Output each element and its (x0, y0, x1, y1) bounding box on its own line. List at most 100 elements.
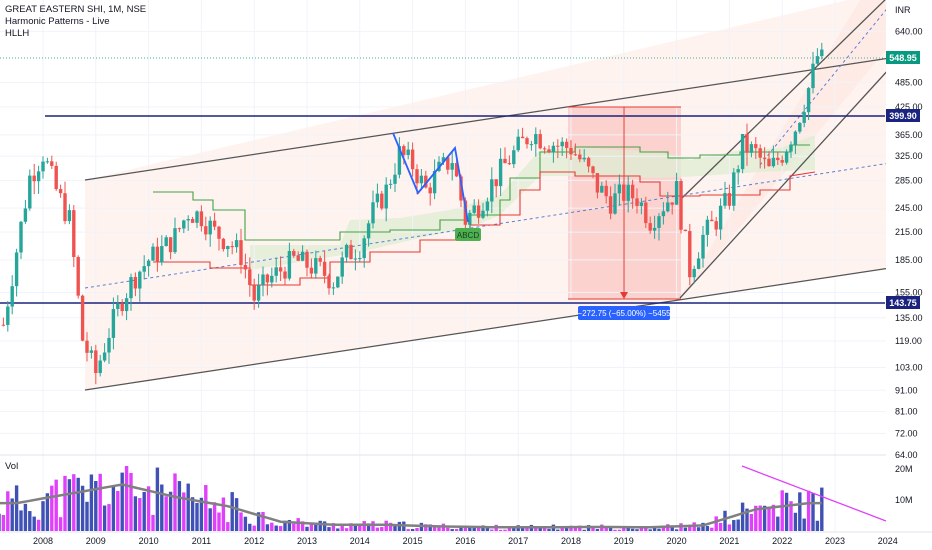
volume-bar (652, 526, 657, 531)
candle-body (507, 163, 512, 165)
price-tick-label: 64.00 (895, 450, 918, 460)
candle-body (762, 157, 767, 159)
candle-body (19, 221, 23, 253)
candle-body (58, 189, 63, 194)
candle-body (116, 303, 120, 310)
candle-body (410, 149, 415, 170)
volume-axis[interactable] (886, 455, 932, 532)
candle-body (248, 269, 252, 285)
volume-bar (243, 516, 248, 531)
candle-body (516, 136, 520, 151)
volume-bar (472, 527, 476, 531)
volume-bar (102, 505, 107, 531)
price-tick-label: 103.00 (895, 363, 923, 373)
year-tick-label: 2016 (455, 536, 475, 546)
volume-bar (120, 472, 124, 531)
candle-body (503, 158, 507, 164)
candle-body (586, 157, 591, 167)
candle-body (406, 149, 410, 156)
candle-body (556, 145, 560, 147)
candle-body (344, 244, 349, 258)
volume-bar (195, 502, 199, 531)
volume-bar (67, 479, 72, 531)
volume-bar (582, 529, 586, 531)
volume-bar (406, 529, 410, 531)
volume-bar (50, 485, 54, 531)
measure-label: −272.75 (−65.00%) −5455 (577, 309, 671, 318)
volume-bar (274, 525, 278, 531)
candle-body (798, 122, 802, 132)
volume-bar (10, 498, 14, 531)
candle-body (331, 287, 336, 289)
candle-body (617, 184, 622, 194)
volume-bar (415, 527, 419, 531)
volume-bar (696, 527, 701, 531)
candle-body (806, 88, 811, 113)
volume-bar (177, 481, 182, 531)
candle-body (322, 261, 327, 276)
candle-body (261, 274, 265, 286)
volume-bar (375, 527, 380, 531)
year-tick-label: 2013 (297, 536, 317, 546)
volume-bar (32, 516, 36, 531)
volume-bar (94, 481, 98, 531)
candle-body (67, 210, 72, 222)
candle-body (564, 141, 569, 148)
volume-bar (780, 490, 784, 531)
candle-body (468, 212, 472, 225)
candle-body (230, 246, 234, 248)
candle-body (76, 257, 80, 296)
candle-body (226, 246, 230, 250)
hllh-lower-line (153, 171, 816, 286)
volume-bar (305, 526, 309, 531)
volume-bar (278, 526, 283, 531)
volume-bar (265, 524, 270, 531)
candle-body (630, 184, 635, 199)
candle-body (300, 251, 305, 261)
year-tick-label: 2021 (719, 536, 739, 546)
candle-body (749, 144, 754, 153)
volume-bar (358, 525, 362, 531)
candle-body (182, 220, 186, 229)
abcd-label: ABCD (457, 231, 479, 240)
volume-bar (732, 520, 736, 531)
candle-body (366, 223, 371, 239)
candle-body (815, 56, 820, 64)
level-399-value: 399.90 (889, 111, 917, 121)
year-tick-label: 2022 (772, 536, 792, 546)
volume-bar (512, 528, 516, 531)
candle-body (498, 158, 503, 187)
indicator-hllh: HLLH (5, 28, 30, 39)
candle-body (547, 149, 551, 152)
last-price-tag (886, 51, 920, 64)
candle-body (485, 201, 490, 211)
candle-body (107, 337, 111, 353)
candle-body (723, 193, 727, 206)
candle-body (173, 228, 177, 253)
volume-bar (806, 490, 811, 531)
trend-dashed-line-recent (759, 4, 891, 166)
candle-body (512, 150, 516, 165)
volume-bar (432, 525, 437, 531)
candle-body (388, 183, 393, 185)
candle-body (771, 157, 776, 167)
volume-bar (331, 523, 336, 531)
candle-body (529, 144, 534, 146)
price-tick-label: 155.00 (895, 287, 923, 297)
price-axis[interactable] (886, 0, 932, 455)
candle-body (481, 210, 485, 218)
volume-bar (212, 502, 217, 531)
volume-bar (6, 491, 10, 531)
volume-bar (45, 493, 50, 531)
candle-body (94, 350, 98, 374)
volume-bar (19, 510, 23, 531)
time-axis[interactable]: 2008 2009 2010 2011 2012 2013 2014 2015 2016 2017… (33, 536, 898, 546)
volume-bar (538, 527, 542, 531)
volume-bar (72, 474, 76, 531)
price-tick-label: 81.00 (895, 407, 918, 417)
volume-moving-average (0, 483, 822, 529)
price-tick-label: 365.00 (895, 130, 923, 140)
volume-bar (142, 491, 146, 531)
candle-body (278, 267, 283, 272)
